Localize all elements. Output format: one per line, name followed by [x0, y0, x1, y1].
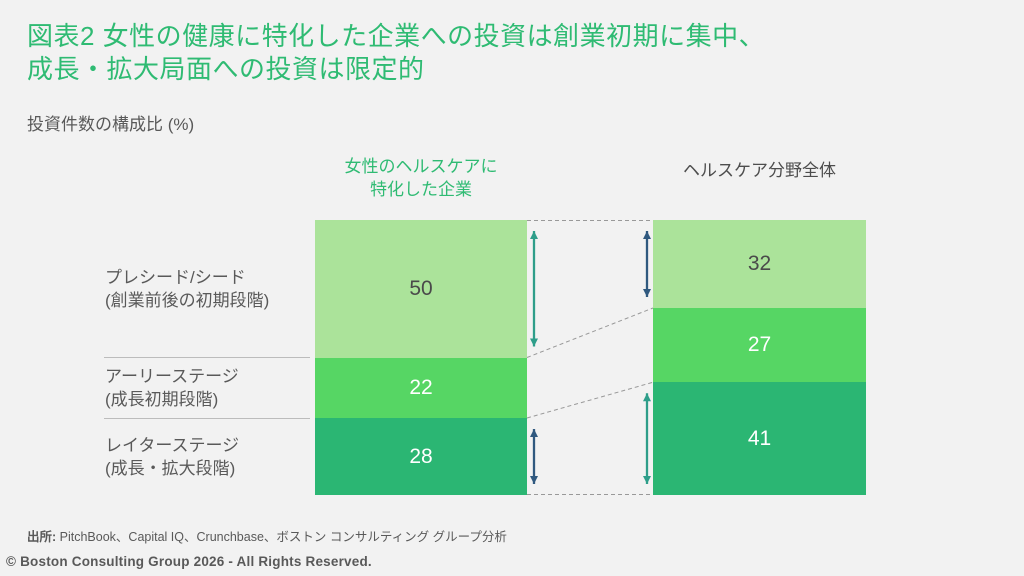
segment-value-label: 22: [409, 375, 433, 399]
category-label-sub: (創業前後の初期段階): [105, 290, 270, 310]
category-label: プレシード/シード (創業前後の初期段階): [105, 266, 315, 312]
series-header-line: 女性のヘルスケアに: [344, 157, 498, 176]
bar-segment: 32: [653, 220, 866, 308]
series-header-left: 女性のヘルスケアに 特化した企業: [315, 155, 527, 201]
segment-value-label: 41: [747, 426, 772, 450]
category-label: レイターステージ (成長・拡大段階): [105, 434, 315, 480]
row-divider-line: [104, 417, 310, 419]
bar-segment: 50: [315, 220, 527, 358]
source-note: 出所: PitchBook、Capital IQ、Crunchbase、ボストン…: [27, 526, 507, 545]
category-label-sub: (成長初期段階): [105, 389, 219, 409]
category-label: アーリーステージ (成長初期段階): [105, 365, 315, 411]
bar-segment: 27: [653, 308, 866, 383]
series-header-line: 特化した企業: [370, 180, 472, 199]
source-text: PitchBook、Capital IQ、Crunchbase、ボストン コンサ…: [56, 530, 507, 544]
connector-dashed-seg2: [526, 381, 654, 419]
segment-value-label: 28: [409, 444, 433, 468]
segment-value-label: 27: [747, 333, 772, 357]
chart-title-line2: 成長・拡大局面への投資は限定的: [27, 54, 425, 84]
chart-title: 図表2 女性の健康に特化した企業への投資は創業初期に集中、 成長・拡大局面への投…: [27, 20, 967, 86]
chart-subtitle: 投資件数の構成比 (%): [27, 115, 195, 134]
segment-value-label: 32: [747, 252, 772, 275]
category-label-main: レイターステージ: [105, 435, 240, 455]
bar-segment: 22: [315, 357, 527, 418]
chart-title-line1: 図表2 女性の健康に特化した企業への投資は創業初期に集中、: [27, 21, 766, 51]
source-label: 出所:: [27, 530, 57, 544]
connector-dashed-seg1: [526, 307, 654, 358]
series-header-line: ヘルスケア分野全体: [683, 161, 836, 180]
copyright-notice: © Boston Consulting Group 2026 - All Rig…: [6, 554, 372, 569]
bar-segment: 28: [315, 418, 527, 495]
row-divider-line: [104, 357, 310, 358]
bar-segment: 41: [653, 382, 866, 495]
category-label-main: プレシード/シード: [105, 267, 246, 287]
segment-value-label: 50: [409, 276, 433, 300]
category-label-main: アーリーステージ: [105, 366, 239, 386]
series-header-right: ヘルスケア分野全体: [653, 159, 866, 182]
category-label-sub: (成長・拡大段階): [105, 458, 236, 478]
